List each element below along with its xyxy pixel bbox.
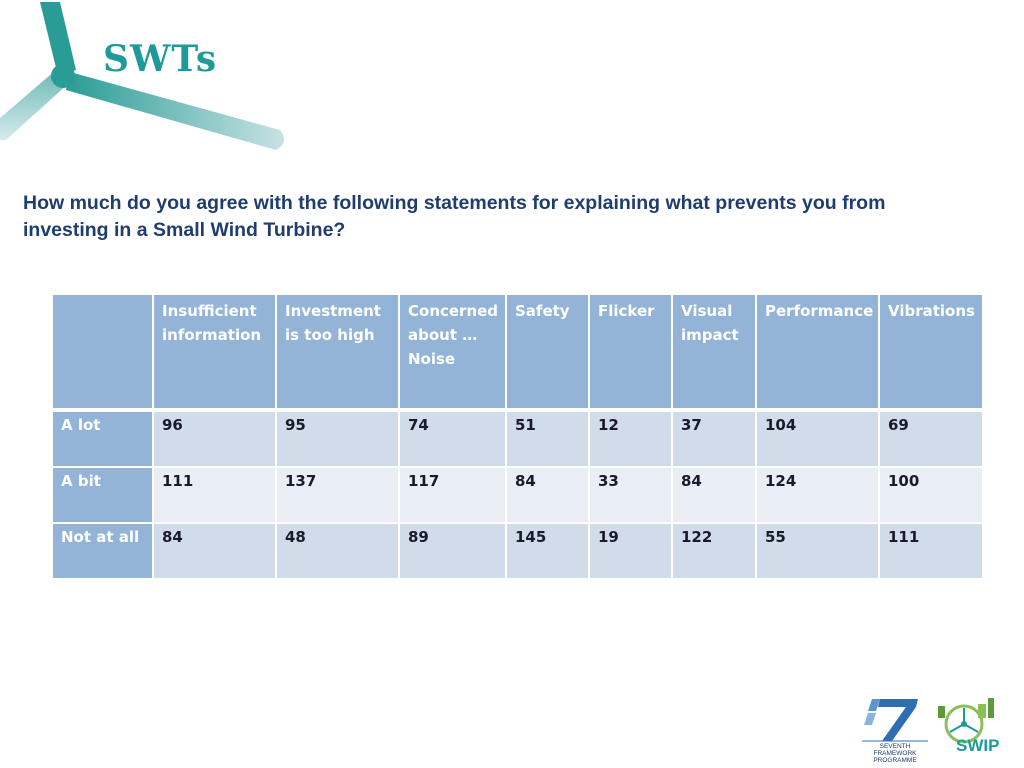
table-cell: 96 xyxy=(154,410,277,468)
table-cell: 19 xyxy=(590,524,673,580)
table-cell: 95 xyxy=(277,410,400,468)
column-header: Performance xyxy=(757,295,880,410)
swip-logo: SWIP xyxy=(934,694,1006,760)
column-header: Insufficient information xyxy=(154,295,277,410)
table-cell: 37 xyxy=(673,410,757,468)
table-cell: 51 xyxy=(507,410,590,468)
table-cell: 69 xyxy=(880,410,984,468)
table-cell: 122 xyxy=(673,524,757,580)
column-header: Flicker xyxy=(590,295,673,410)
column-header: Concerned about … Noise xyxy=(400,295,507,410)
table-cell: 89 xyxy=(400,524,507,580)
column-header: Safety xyxy=(507,295,590,410)
survey-question: How much do you agree with the following… xyxy=(23,192,886,241)
swip-icon xyxy=(938,698,994,744)
row-header: A bit xyxy=(53,468,154,524)
table-cell: 84 xyxy=(673,468,757,524)
corner-cell xyxy=(53,295,154,410)
table-cell: 111 xyxy=(154,468,277,524)
row-header: A lot xyxy=(53,410,154,468)
table-cell: 104 xyxy=(757,410,880,468)
survey-table: Insufficient information Investment is t… xyxy=(53,295,984,580)
table-cell: 100 xyxy=(880,468,984,524)
table-cell: 74 xyxy=(400,410,507,468)
column-header: Visual impact xyxy=(673,295,757,410)
wind-turbine-graphic xyxy=(0,2,285,150)
table-row: A lot 96 95 74 51 12 37 104 69 xyxy=(53,410,984,468)
table-cell: 84 xyxy=(154,524,277,580)
fp7-text: SEVENTH FRAMEWORK PROGRAMME xyxy=(873,743,917,764)
table-cell: 55 xyxy=(757,524,880,580)
fp7-logo: SEVENTH FRAMEWORK PROGRAMME xyxy=(858,697,932,764)
fp7-icon xyxy=(862,699,928,742)
table-cell: 33 xyxy=(590,468,673,524)
table-cell: 124 xyxy=(757,468,880,524)
column-header: Investment is too high xyxy=(277,295,400,410)
table-header-row: Insufficient information Investment is t… xyxy=(53,295,984,410)
table-cell: 12 xyxy=(590,410,673,468)
page-title: SWTs xyxy=(103,38,218,80)
swip-text: SWIP xyxy=(956,736,1000,755)
table-cell: 84 xyxy=(507,468,590,524)
table-cell: 117 xyxy=(400,468,507,524)
table-cell: 111 xyxy=(880,524,984,580)
column-header: Vibrations xyxy=(880,295,984,410)
table-cell: 137 xyxy=(277,468,400,524)
table-cell: 48 xyxy=(277,524,400,580)
table-row: Not at all 84 48 89 145 19 122 55 111 xyxy=(53,524,984,580)
table-row: A bit 111 137 117 84 33 84 124 100 xyxy=(53,468,984,524)
row-header: Not at all xyxy=(53,524,154,580)
table-cell: 145 xyxy=(507,524,590,580)
